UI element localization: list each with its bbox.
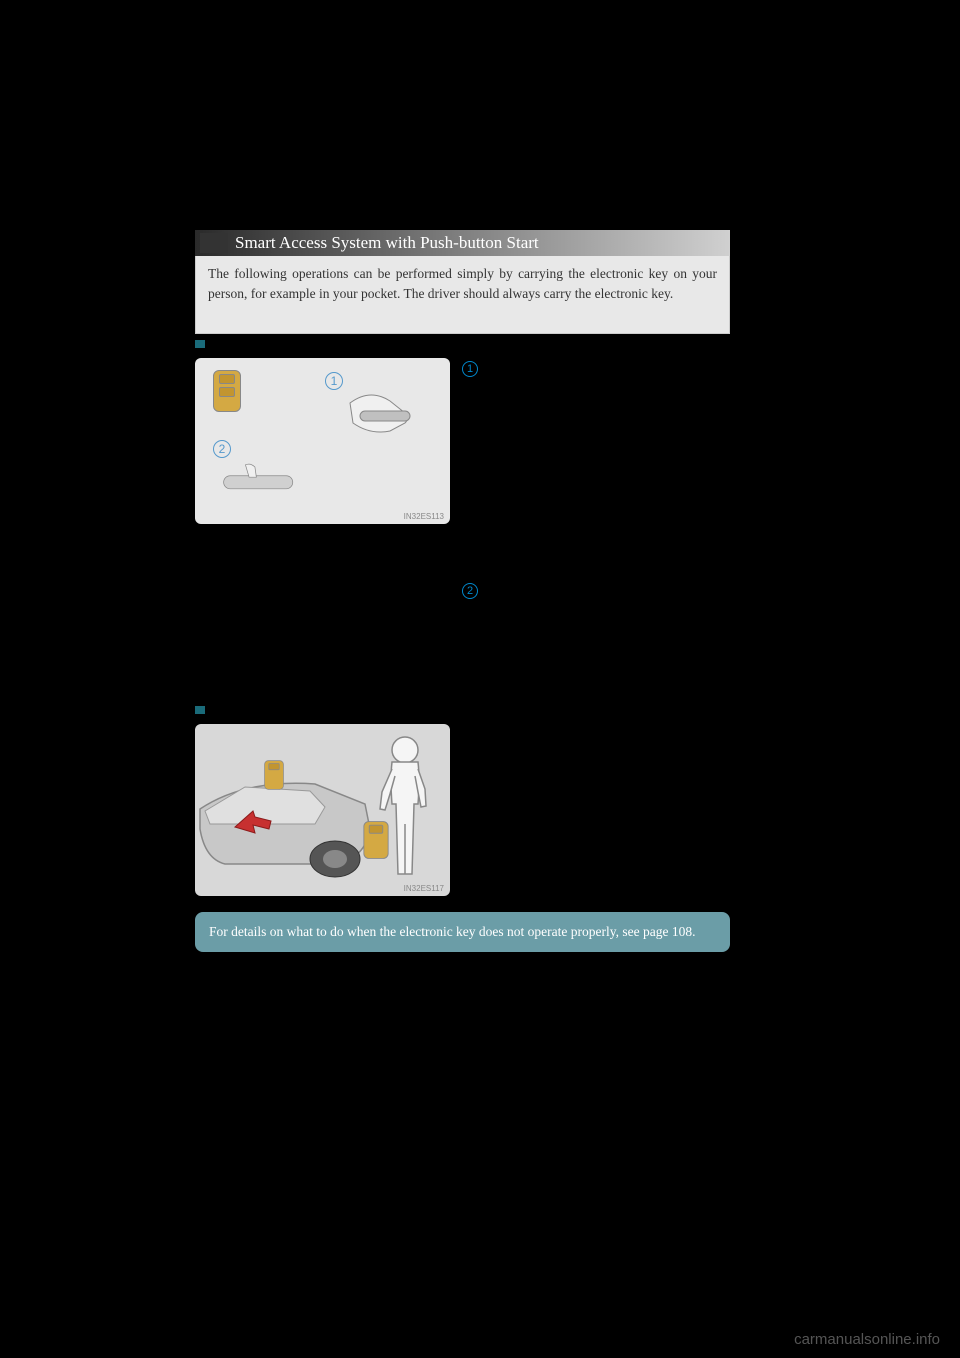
step-2-marker: 2 [462,582,730,600]
hand-grip-sketch-icon [345,383,425,443]
key-fob-on-trunk-icon [264,760,284,789]
info-callout-text: For details on what to do when the elect… [209,922,716,942]
trunk-subsection-row [195,706,730,714]
subsection-marker-icon [195,340,205,348]
key-fob-pocket-button [369,824,383,833]
key-button-bottom [219,387,235,397]
subsection-marker-2-icon [195,706,205,714]
key-fob-button [268,763,279,770]
trunk-subsection: IN32ES117 For details on what to do when… [195,640,730,952]
step-1-marker: 1 [462,360,730,378]
doors-two-column: 1 2 IN32ES113 1 2 [195,358,730,604]
intro-panel: The following operations can be performe… [195,256,730,334]
image-code-label: IN32ES113 [404,512,444,521]
watermark-text: carmanualsonline.info [794,1331,940,1348]
spacer [462,382,730,582]
doors-illustration: 1 2 IN32ES113 [195,358,450,524]
section-title: Smart Access System with Push-button Sta… [235,233,539,253]
key-fob-pocket-icon [363,821,388,859]
intro-paragraph: The following operations can be performe… [208,264,717,305]
header-decoration-icon [200,233,228,253]
page-content: Smart Access System with Push-button Sta… [195,230,730,952]
info-callout-box: For details on what to do when the elect… [195,912,730,952]
trunk-image-code-label: IN32ES117 [404,884,444,893]
key-fob-icon [213,370,241,412]
key-button-top [219,374,235,384]
red-arrow-icon [233,809,273,839]
spacer-2 [195,640,730,700]
hand-touch-sketch-icon [220,453,300,513]
step-number-1-icon: 1 [462,361,478,377]
section-header-bar: Smart Access System with Push-button Sta… [195,230,730,256]
doors-text-column: 1 2 [462,358,730,604]
doors-subsection-row [195,340,730,348]
trunk-illustration: IN32ES117 [195,724,450,896]
step-number-2-icon: 2 [462,583,478,599]
person-standing-sketch-icon [370,734,440,889]
car-rear-sketch-icon [195,769,375,879]
callout-number-1: 1 [325,372,343,390]
